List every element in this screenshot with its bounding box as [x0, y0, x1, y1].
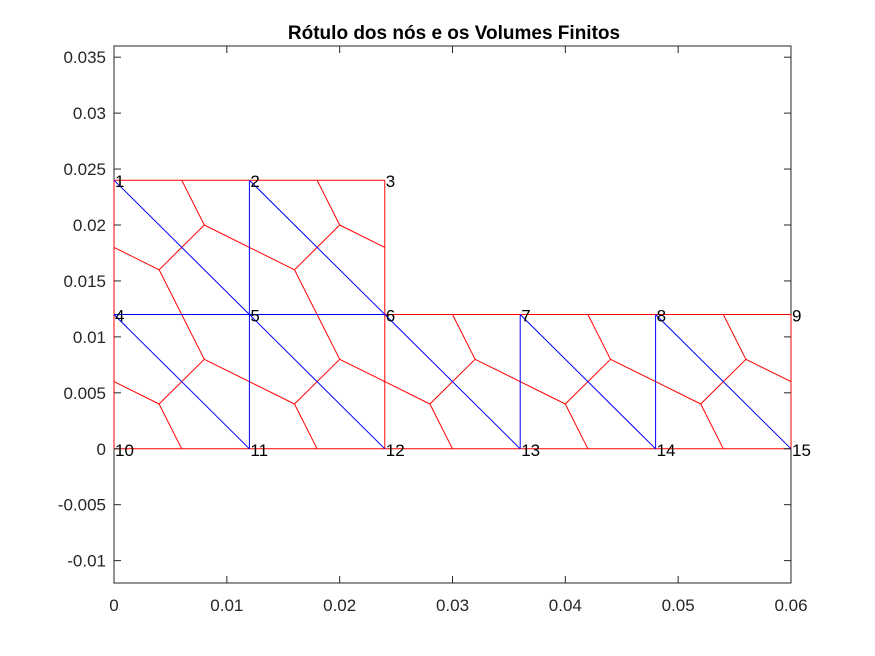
y-axis: -0.01 -0.005 0 0.005 0.01 0.015 0.02 0.025 0.03 0…: [58, 48, 791, 571]
volume-edge-33: [384, 381, 431, 405]
mesh-edge-4: [113, 314, 250, 450]
x-axis: 0 0.01 0.02 0.03 0.04 0.05 0.06: [109, 46, 808, 615]
volume-edge-32: [294, 403, 318, 450]
volume-edge-16: [316, 314, 341, 360]
x-tick-label: 0.01: [210, 596, 243, 615]
volume-edge-14: [294, 269, 318, 315]
volume-edge-22: [339, 358, 386, 383]
volume-edge-34: [429, 403, 453, 450]
y-tick-label: 0.025: [63, 160, 106, 179]
volume-edge-26: [610, 358, 656, 383]
mesh-edge-7: [519, 314, 656, 450]
mesh-edge-5: [249, 314, 386, 450]
node-label-5: 5: [250, 307, 259, 326]
volume-edge-19: [722, 314, 747, 360]
x-tick-label: 0.03: [436, 596, 469, 615]
y-tick-label: 0.005: [63, 384, 106, 403]
y-tick-label: 0.015: [63, 272, 106, 291]
node-label-4: 4: [115, 307, 124, 326]
x-tick-label: 0.06: [774, 596, 807, 615]
volume-edge-31: [158, 403, 183, 450]
x-tick-label: 0.02: [323, 596, 356, 615]
node-label-12: 12: [386, 441, 405, 460]
volume-edge-36: [655, 381, 701, 405]
volume-edge-17: [452, 314, 476, 360]
node-label-14: 14: [657, 441, 676, 460]
node-label-13: 13: [521, 441, 540, 460]
volume-edge-13: [158, 269, 183, 315]
node-label-2: 2: [250, 172, 259, 191]
y-tick-label: -0.01: [67, 552, 106, 571]
node-label-3: 3: [386, 172, 395, 191]
mesh-lines: [113, 179, 792, 450]
volume-edge-18: [587, 314, 611, 360]
chart-title: Rótulo dos nós e os Volumes Finitos: [288, 23, 620, 44]
volume-edge-12: [113, 246, 160, 271]
node-label-8: 8: [657, 307, 666, 326]
node-label-11: 11: [250, 441, 268, 460]
volume-edge-28: [745, 358, 792, 383]
volume-edge-10: [339, 224, 386, 248]
node-label-7: 7: [521, 307, 530, 326]
x-tick-label: 0.05: [662, 596, 695, 615]
mesh-edge-1: [249, 179, 386, 315]
y-tick-label: 0.02: [73, 216, 106, 235]
node-label-6: 6: [386, 307, 395, 326]
node-labels: 1 2 34 5 6 7 8 910 11 12 13 14 15: [115, 172, 811, 460]
x-tick-label: 0.04: [549, 596, 582, 615]
plot-area: 1 2 34 5 6 7 8 910 11 12 13 14 15: [113, 45, 811, 584]
volume-edge-7: [316, 179, 341, 226]
mesh-edge-8: [655, 314, 792, 450]
volume-edge-35: [564, 403, 589, 450]
node-label-1: 1: [115, 172, 124, 191]
volume-edge-6: [181, 179, 205, 226]
node-label-9: 9: [792, 307, 801, 326]
y-tick-label: -0.005: [58, 496, 106, 515]
y-tick-label: 0: [97, 440, 106, 459]
volume-edge-30: [113, 381, 160, 405]
y-tick-label: 0.035: [63, 48, 106, 67]
mesh-edge-6: [384, 314, 521, 450]
x-tick-label: 0: [109, 596, 118, 615]
volume-edge-15: [181, 314, 205, 360]
mesh-edge-0: [113, 179, 250, 315]
node-label-15: 15: [792, 441, 811, 460]
volume-edge-37: [700, 403, 724, 450]
node-label-10: 10: [115, 441, 134, 460]
y-tick-label: 0.01: [73, 328, 106, 347]
y-tick-label: 0.03: [73, 104, 106, 123]
